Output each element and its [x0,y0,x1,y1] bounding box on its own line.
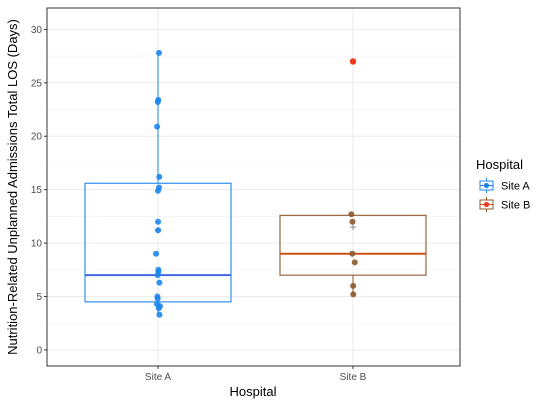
data-point [154,123,161,130]
legend-label: Site A [501,181,530,193]
legend-title: Hospital [476,157,523,172]
data-point [154,295,161,302]
data-point [349,218,356,225]
legend-label: Site B [501,200,530,212]
data-point [348,211,355,218]
data-point [156,173,163,180]
y-tick-label: 20 [31,132,43,143]
y-tick-label: 25 [31,78,43,89]
data-point [154,272,161,279]
y-tick-label: 5 [36,292,42,303]
x-axis-title: Hospital [230,384,277,399]
x-axis: Site A Site B [145,366,367,383]
data-point [351,259,358,266]
legend-key-site-b: Site B [478,196,530,213]
y-axis-title: Nutrition-Related Unplanned Admissions T… [5,19,20,355]
legend: Hospital Site A Site B [476,157,530,213]
data-point [350,282,357,289]
legend-key-point [483,201,490,208]
data-point [154,99,161,106]
data-point [155,305,162,312]
data-point [156,279,163,286]
series-site-a [84,49,232,318]
series-site-b [279,58,427,298]
y-tick-label: 30 [31,25,43,36]
data-point [349,250,356,257]
data-point [155,227,162,234]
data-point [155,187,162,194]
data-point [155,218,162,225]
data-point [156,311,163,318]
legend-key-point [483,182,490,189]
x-tick-label: Site A [145,372,171,383]
data-point [155,49,162,56]
plot-panel-border [46,7,461,367]
data-point [350,291,357,298]
data-point [153,250,160,257]
x-tick-label: Site B [340,372,367,383]
legend-key-site-a: Site A [478,177,530,194]
outlier-point [349,58,357,65]
y-axis: 0 5 10 15 20 25 30 [31,25,47,356]
plot-content [84,49,427,318]
y-tick-label: 10 [31,239,43,250]
y-tick-label: 0 [36,345,42,356]
y-tick-label: 15 [31,185,43,196]
